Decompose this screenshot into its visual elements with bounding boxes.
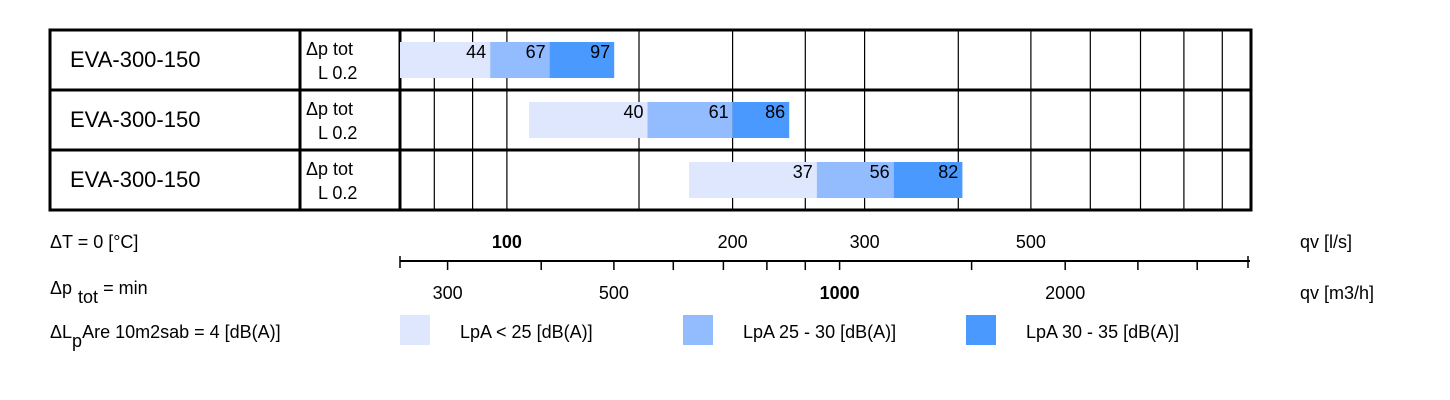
dp-note: Δp tot = min: [50, 278, 148, 307]
axes: 100 200 300 500 300 500 1000 2000: [399, 232, 1250, 303]
dp-label: Δp tot: [306, 99, 353, 119]
legend: LpA < 25 [dB(A)] LpA 25 - 30 [dB(A)] LpA 3…: [400, 315, 1179, 345]
axis-ls-unit: qv [l/s]: [1300, 232, 1352, 252]
model-label: EVA-300-150: [70, 47, 200, 72]
bar-segment-high: [549, 42, 615, 78]
dp-note-suffix: = min: [98, 278, 148, 298]
l-label: L 0.2: [318, 63, 357, 83]
bar-segment-high: [893, 162, 963, 198]
axis-m3h-tick-label: 300: [433, 283, 463, 303]
legend-label: LpA 30 - 35 [dB(A)]: [1026, 322, 1179, 342]
axis-ls-tick-label: 100: [492, 232, 522, 252]
bar-segment-mid: [816, 162, 894, 198]
model-label: EVA-300-150: [70, 107, 200, 132]
legend-swatch-high: [966, 315, 996, 345]
dl-note: ΔLpAre 10m2sab = 4 [dB(A)]: [50, 322, 281, 351]
axis-m3h-tick-label: 500: [599, 283, 629, 303]
bar-segment-mid: [647, 102, 733, 138]
row-labels: EVA-300-150 Δp tot L 0.2 EVA-300-150 Δp tot L…: [70, 39, 357, 203]
bar-value-label: 86: [765, 102, 785, 122]
bar-value-label: 97: [590, 42, 610, 62]
bar-value-label: 82: [938, 162, 958, 182]
bar-value-label: 40: [623, 102, 643, 122]
dp-note-prefix: Δp: [50, 278, 72, 298]
dp-label: Δp tot: [306, 159, 353, 179]
l-label: L 0.2: [318, 183, 357, 203]
axis-ls-tick-label: 200: [718, 232, 748, 252]
bar-value-label: 56: [870, 162, 890, 182]
dp-note-sub: tot: [78, 287, 98, 307]
bar-value-label: 67: [526, 42, 546, 62]
delta-t-note: ΔT = 0 [°C]: [50, 232, 138, 252]
axis-ls-tick-label: 500: [1016, 232, 1046, 252]
bar-segment-low: [400, 42, 491, 78]
axis-ls-tick-label: 300: [850, 232, 880, 252]
bars: 44 67 97 40 61 86 37 56 82: [400, 42, 963, 198]
bar-segment-low: [689, 162, 817, 198]
legend-label: LpA 25 - 30 [dB(A)]: [743, 322, 896, 342]
table-frame: [48, 28, 1253, 212]
bar-segment-low: [529, 102, 648, 138]
conditions-notes: ΔT = 0 [°C] Δp tot = min ΔLpAre 10m2sab =…: [50, 232, 281, 351]
dl-note-prefix: ΔL: [50, 322, 72, 342]
dl-note-sub: p: [72, 331, 82, 351]
dp-label: Δp tot: [306, 39, 353, 59]
bar-value-label: 44: [466, 42, 486, 62]
model-label: EVA-300-150: [70, 167, 200, 192]
axis-m3h-tick-label: 1000: [820, 283, 860, 303]
table-border: [48, 28, 1253, 212]
axis-m3h-tick-label: 2000: [1045, 283, 1085, 303]
bar-value-label: 37: [793, 162, 813, 182]
bar-segment-high: [732, 102, 790, 138]
bar-segment-mid: [490, 42, 550, 78]
l-label: L 0.2: [318, 123, 357, 143]
legend-label: LpA < 25 [dB(A)]: [460, 322, 593, 342]
dl-note-suffix: Are 10m2sab = 4 [dB(A)]: [82, 322, 281, 342]
bar-value-label: 61: [709, 102, 729, 122]
legend-swatch-low: [400, 315, 430, 345]
legend-swatch-mid: [683, 315, 713, 345]
axis-m3h-unit: qv [m3/h]: [1300, 283, 1374, 303]
